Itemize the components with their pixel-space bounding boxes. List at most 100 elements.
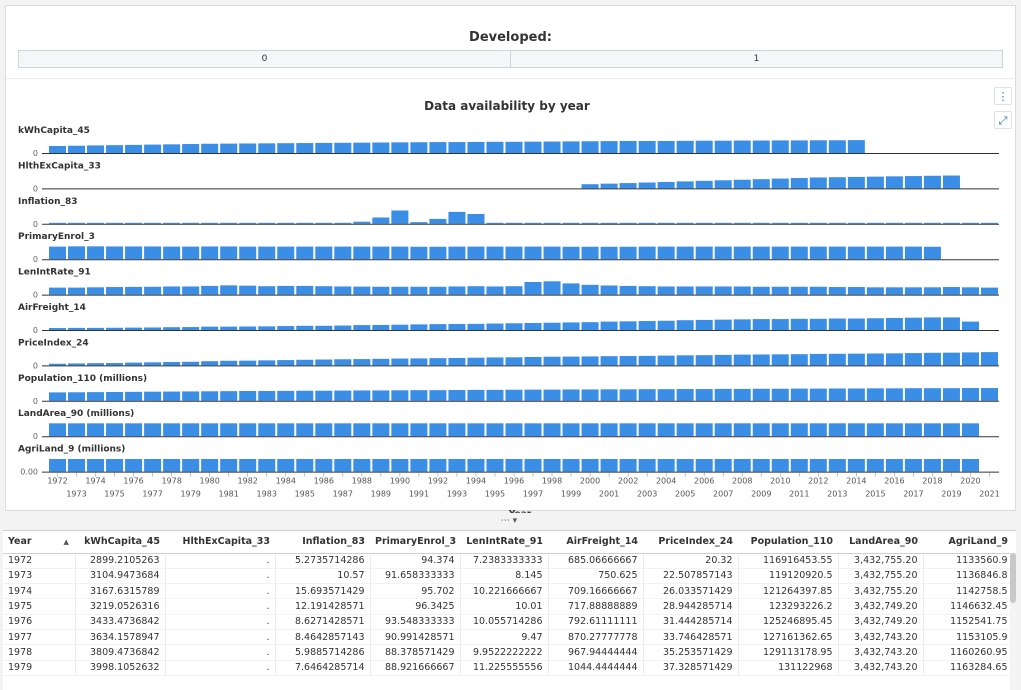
bar xyxy=(543,459,561,472)
column-header[interactable]: HlthExCapita_33 xyxy=(165,531,275,554)
bar xyxy=(220,285,238,295)
bar xyxy=(524,389,542,401)
column-header[interactable]: Inflation_83 xyxy=(275,531,370,554)
column-header[interactable]: PriceIndex_24 xyxy=(643,531,738,554)
table-cell: . xyxy=(165,629,276,646)
bar xyxy=(790,222,808,224)
axis-zero-label: 0.00 xyxy=(20,468,38,477)
developed-option-1[interactable]: 1 xyxy=(510,51,1002,67)
bar xyxy=(448,286,466,295)
bar xyxy=(334,142,352,153)
bar xyxy=(163,459,181,472)
table-cell: 10.221666667 xyxy=(460,583,549,600)
table-cell: 1972 xyxy=(3,553,76,569)
column-header[interactable]: PrimaryEnrol_3 xyxy=(370,531,460,554)
series-label: HlthExCapita_33 xyxy=(18,161,101,171)
sort-ascending-icon[interactable]: ▲ xyxy=(63,538,69,547)
bar xyxy=(125,459,143,472)
x-tick-label: 1974 xyxy=(85,477,105,486)
bar xyxy=(676,423,694,437)
column-header[interactable]: Population_110 xyxy=(738,531,838,554)
bar xyxy=(49,287,67,295)
table-cell: 8.6271428571 xyxy=(275,614,371,630)
table-cell: 15.693571429 xyxy=(275,583,371,600)
bar xyxy=(144,423,162,437)
bar xyxy=(87,423,105,437)
bar xyxy=(733,319,751,330)
bar xyxy=(429,246,447,260)
bar xyxy=(752,319,770,330)
table-scrollbar-thumb[interactable] xyxy=(1010,553,1016,603)
bar xyxy=(220,143,238,153)
column-header[interactable]: LandArea_90 xyxy=(838,531,923,554)
table-scrollbar-track[interactable] xyxy=(1010,553,1016,690)
table-cell: 3634.1578947 xyxy=(75,629,166,646)
table-cell: 31.444285714 xyxy=(643,614,739,630)
x-tick-label: 2021 xyxy=(979,490,999,499)
column-header[interactable]: LenIntRate_91 xyxy=(460,531,548,554)
table-row[interactable]: 1977 3634.1578947. 8.4642857143 90.99142857… xyxy=(3,629,1014,646)
bar xyxy=(391,246,409,260)
bar xyxy=(980,388,998,401)
developed-option-0[interactable]: 0 xyxy=(261,54,268,64)
bar xyxy=(714,180,732,189)
panel-splitter-handle[interactable]: ⋯ ▾ xyxy=(500,516,518,526)
table-cell: 7.6464285714 xyxy=(275,660,371,676)
bar xyxy=(239,285,257,295)
bar xyxy=(391,324,409,330)
bar xyxy=(391,459,409,472)
bar xyxy=(847,287,865,295)
bar xyxy=(315,142,333,153)
column-header[interactable]: AirFreight_14 xyxy=(548,531,643,554)
bar xyxy=(676,140,694,153)
bar xyxy=(334,390,352,401)
bar xyxy=(600,222,618,224)
bar xyxy=(524,357,542,366)
bar xyxy=(372,390,390,401)
expand-icon[interactable]: ⤢ xyxy=(994,111,1012,129)
x-tick-label: 2012 xyxy=(808,477,828,486)
bar xyxy=(562,322,580,330)
table-row[interactable]: 1978 3809.4736842. 5.9885714286 88.37857142… xyxy=(3,644,1014,661)
table-row[interactable]: 1976 3433.4736842. 8.6271428571 93.54833333… xyxy=(3,614,1014,630)
column-header-label: LenIntRate_91 xyxy=(466,536,543,548)
column-header-label: Year xyxy=(8,536,32,548)
bar xyxy=(809,246,827,260)
column-header[interactable]: AgriLand_9 xyxy=(923,531,1013,554)
bar xyxy=(638,459,656,472)
table-row[interactable]: 1975 3219.0526316. 12.191428571 96.3425 10.0… xyxy=(3,598,1014,615)
column-header[interactable]: kWhCapita_45 xyxy=(75,531,165,554)
table-row[interactable]: 1972 2899.2105263. 5.2735714286 94.374 7.238… xyxy=(3,553,1014,569)
bar xyxy=(182,327,200,330)
table-row[interactable]: 1973 3104.9473684. 10.57 91.658333333 8.145 7… xyxy=(3,568,1014,585)
axis-zero-label: 0 xyxy=(33,397,38,406)
bar xyxy=(353,423,371,437)
bar xyxy=(543,423,561,437)
more-vertical-icon[interactable]: ⋮ xyxy=(994,87,1012,105)
bar xyxy=(581,423,599,437)
table-cell: . xyxy=(165,553,276,569)
bar xyxy=(600,321,618,330)
column-header-label: AgriLand_9 xyxy=(948,536,1008,548)
bar xyxy=(296,390,314,401)
bar xyxy=(334,286,352,295)
bar xyxy=(942,222,960,224)
bar xyxy=(638,286,656,295)
bar xyxy=(562,222,580,224)
bar xyxy=(714,319,732,330)
column-header-label: Population_110 xyxy=(750,536,833,548)
table-row[interactable]: 1974 3167.6315789. 15.693571429 95.702 10.22… xyxy=(3,583,1014,600)
table-row[interactable]: 1979 3998.1052632. 7.6464285714 88.92166666… xyxy=(3,660,1014,676)
bar xyxy=(562,389,580,401)
bar xyxy=(657,459,675,472)
table-cell: 125246895.45 xyxy=(738,614,839,630)
bar xyxy=(885,222,903,224)
bar xyxy=(315,459,333,472)
bar xyxy=(87,246,105,260)
bar xyxy=(752,423,770,437)
bar xyxy=(771,246,789,260)
column-header[interactable]: Year ▲ xyxy=(3,531,75,554)
axis-zero-label: 0 xyxy=(33,361,38,370)
bar xyxy=(524,141,542,153)
bar xyxy=(809,459,827,472)
